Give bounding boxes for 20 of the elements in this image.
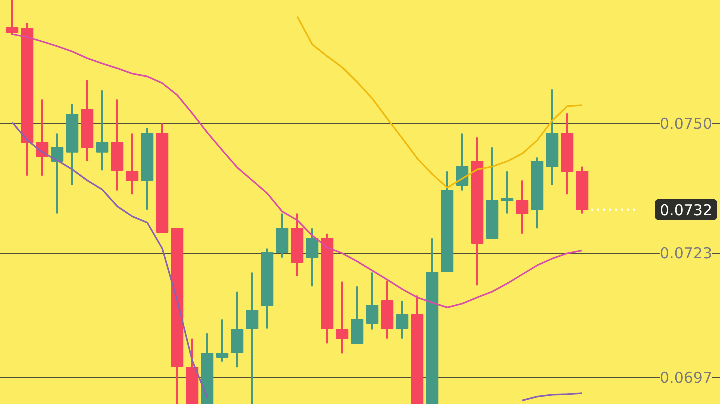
candlestick bbox=[6, 0, 19, 36]
candlestick bbox=[501, 170, 514, 215]
line-series bbox=[12, 34, 584, 308]
candlestick bbox=[216, 318, 229, 363]
candlestick bbox=[231, 290, 244, 369]
candlestick bbox=[96, 90, 109, 172]
candlestick bbox=[366, 272, 379, 331]
y-tick-label: 0.0750 bbox=[660, 115, 713, 134]
ref-line-label: 0.0732 bbox=[660, 201, 713, 220]
line-series bbox=[296, 16, 584, 189]
candlestick bbox=[351, 286, 364, 345]
candlestick bbox=[51, 132, 64, 215]
candlestick bbox=[126, 132, 139, 196]
candlestick bbox=[306, 228, 319, 288]
candlestick bbox=[516, 180, 529, 235]
candlestick bbox=[336, 280, 349, 355]
y-tick-label: 0.0723 bbox=[660, 244, 713, 263]
candlestick bbox=[276, 212, 289, 259]
y-tick-label: 0.0697 bbox=[660, 369, 713, 388]
candlestick bbox=[396, 300, 409, 340]
